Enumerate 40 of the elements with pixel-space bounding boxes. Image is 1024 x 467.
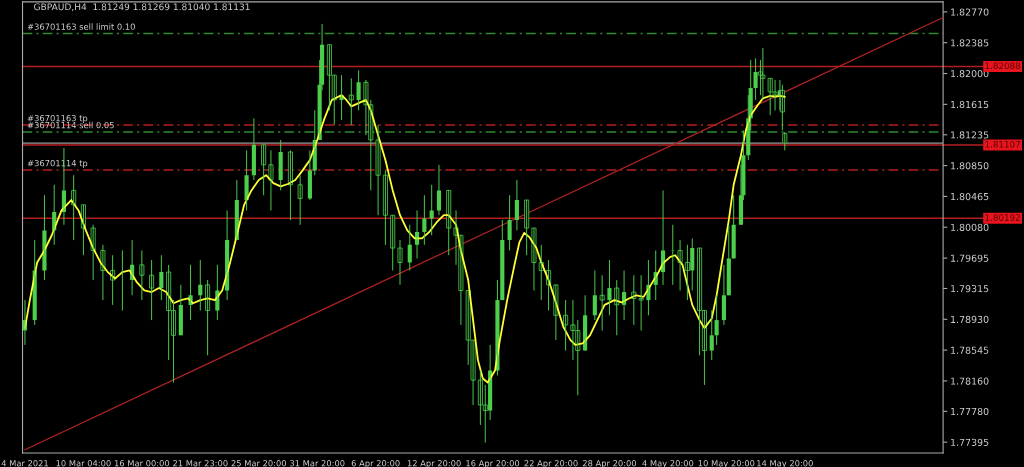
y-tick-label: 1.80850	[951, 162, 989, 170]
ref-line-label: #36701163 sell limit 0.10	[27, 23, 135, 30]
ref-line-label: 1.80192	[985, 214, 1020, 221]
chart-title: GBPAUD,H4 1.81249 1.81269 1.81040 1.81131	[34, 3, 250, 12]
y-tick-label: 1.82385	[951, 39, 989, 47]
y-tick-label: 1.80465	[951, 192, 989, 201]
y-tick-label: 1.78545	[951, 346, 989, 354]
y-tick-label: 1.81615	[951, 100, 989, 109]
y-tick-label: 1.78930	[951, 315, 989, 324]
candlestick	[90, 224, 96, 281]
x-tick-label: 16 Mar 00:00	[114, 460, 170, 467]
y-tick-label: 1.82000	[951, 70, 989, 78]
y-tick-label: 1.79315	[951, 285, 989, 293]
y-tick-label: 1.77780	[951, 407, 989, 416]
x-tick-label: 21 Mar 23:00	[173, 460, 228, 467]
y-tick-label: 1.81235	[951, 131, 989, 139]
y-tick-label: 1.77395	[951, 438, 989, 446]
x-tick-label: 31 Mar 20:00	[290, 460, 345, 467]
x-tick-label: 16 Apr 20:00	[466, 460, 520, 467]
x-tick-label: 10 Mar 04:00	[56, 460, 111, 467]
y-tick-label: 1.79695	[951, 254, 989, 262]
y-tick-label: 1.82770	[951, 8, 989, 16]
x-tick-label: 12 Apr 20:00	[407, 460, 461, 467]
x-tick-label: 4 May 20:00	[642, 460, 694, 467]
x-tick-label: 25 Mar 20:00	[231, 460, 287, 467]
ref-line-label: 1.81107	[985, 140, 1020, 148]
x-tick-label: 14 May 20:00	[757, 460, 813, 467]
ref-line-label: #36701163 tp	[27, 114, 88, 123]
y-tick-label: 1.80080	[951, 223, 989, 231]
candlestick	[607, 259, 612, 316]
candlestick	[348, 77, 354, 126]
x-tick-label: 22 Apr 20:00	[524, 460, 578, 467]
candlestick	[297, 174, 303, 226]
x-tick-label: 10 May 20:00	[698, 460, 755, 467]
x-tick-label: 4 Mar 2021	[1, 460, 48, 467]
ref-line-label: 1.82088	[985, 62, 1021, 70]
x-tick-label: 6 Apr 20:00	[351, 460, 400, 467]
candlestick	[782, 131, 788, 151]
y-tick-label: 1.78160	[951, 377, 989, 385]
x-tick-label: 28 Apr 20:00	[582, 460, 637, 467]
